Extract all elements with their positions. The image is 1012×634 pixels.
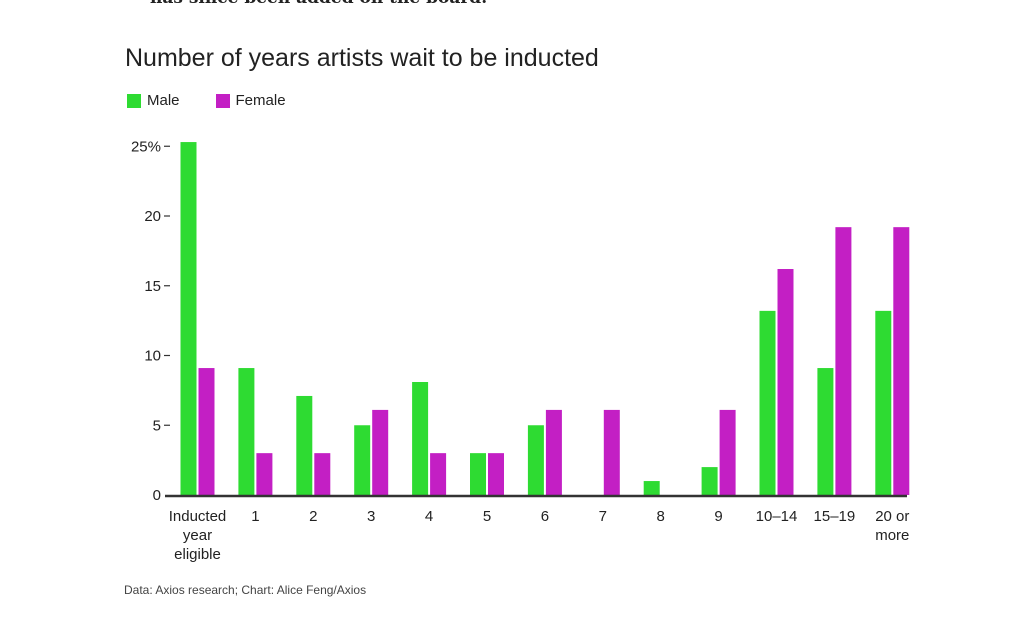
- bar-female: [603, 409, 620, 495]
- bar-male: [238, 368, 255, 495]
- bar-male: [527, 425, 544, 495]
- bar-female: [719, 409, 736, 495]
- bar-male: [701, 467, 718, 495]
- bar-female: [256, 453, 273, 495]
- bar-male: [643, 481, 660, 495]
- x-tick-label: 2: [309, 508, 317, 525]
- bar-male: [875, 310, 892, 495]
- x-tick-label: Inducted year eligible: [169, 508, 227, 563]
- legend-label-female: Female: [235, 92, 286, 109]
- y-tick-label: 0: [153, 487, 161, 504]
- bar-female: [835, 227, 852, 495]
- bar-male: [817, 368, 834, 495]
- y-tick-label: 25%: [131, 138, 161, 155]
- x-tick-label: 3: [367, 508, 375, 525]
- bar-female: [545, 409, 562, 495]
- bar-female: [488, 453, 504, 495]
- x-tick-label: 6: [541, 508, 549, 525]
- legend-label-male: Male: [147, 92, 180, 109]
- legend-swatch-male: [127, 93, 141, 108]
- legend-item-male: Male: [127, 92, 180, 109]
- bar-male: [180, 142, 197, 495]
- chart-legend: Male Female: [127, 92, 322, 109]
- x-tick-label: 20 or more: [875, 508, 909, 544]
- y-tick-label: 10: [144, 348, 161, 365]
- source-note: Data: Axios research; Chart: Alice Feng/…: [124, 583, 367, 597]
- bar-male: [296, 395, 313, 495]
- x-tick-label: 10–14: [756, 508, 798, 525]
- y-tick-label: 20: [144, 208, 161, 225]
- bar-female: [314, 453, 331, 495]
- x-tick-label: 4: [425, 508, 433, 525]
- legend-item-female: Female: [215, 92, 286, 109]
- bar-female: [777, 269, 794, 495]
- x-tick-label: 8: [657, 508, 665, 525]
- y-tick-label: 15: [144, 278, 161, 295]
- bar-male: [470, 453, 486, 495]
- x-tick-label: 1: [251, 508, 259, 525]
- article-cut-text: has since been added on the board.: [150, 0, 487, 8]
- bar-female: [893, 227, 910, 495]
- legend-swatch-female: [215, 93, 230, 108]
- chart-title: Number of years artists wait to be induc…: [125, 44, 599, 72]
- bar-female: [198, 368, 215, 495]
- x-tick-label: 9: [714, 508, 722, 525]
- bar-female: [430, 453, 447, 495]
- bar-male: [354, 425, 371, 495]
- bar-female: [372, 409, 389, 495]
- x-tick-label: 15–19: [814, 508, 856, 525]
- x-tick-label: 5: [483, 508, 491, 525]
- bar-male: [759, 310, 776, 495]
- x-tick-label: 7: [599, 508, 607, 525]
- bar-male: [412, 382, 429, 495]
- y-tick-label: 5: [153, 417, 161, 434]
